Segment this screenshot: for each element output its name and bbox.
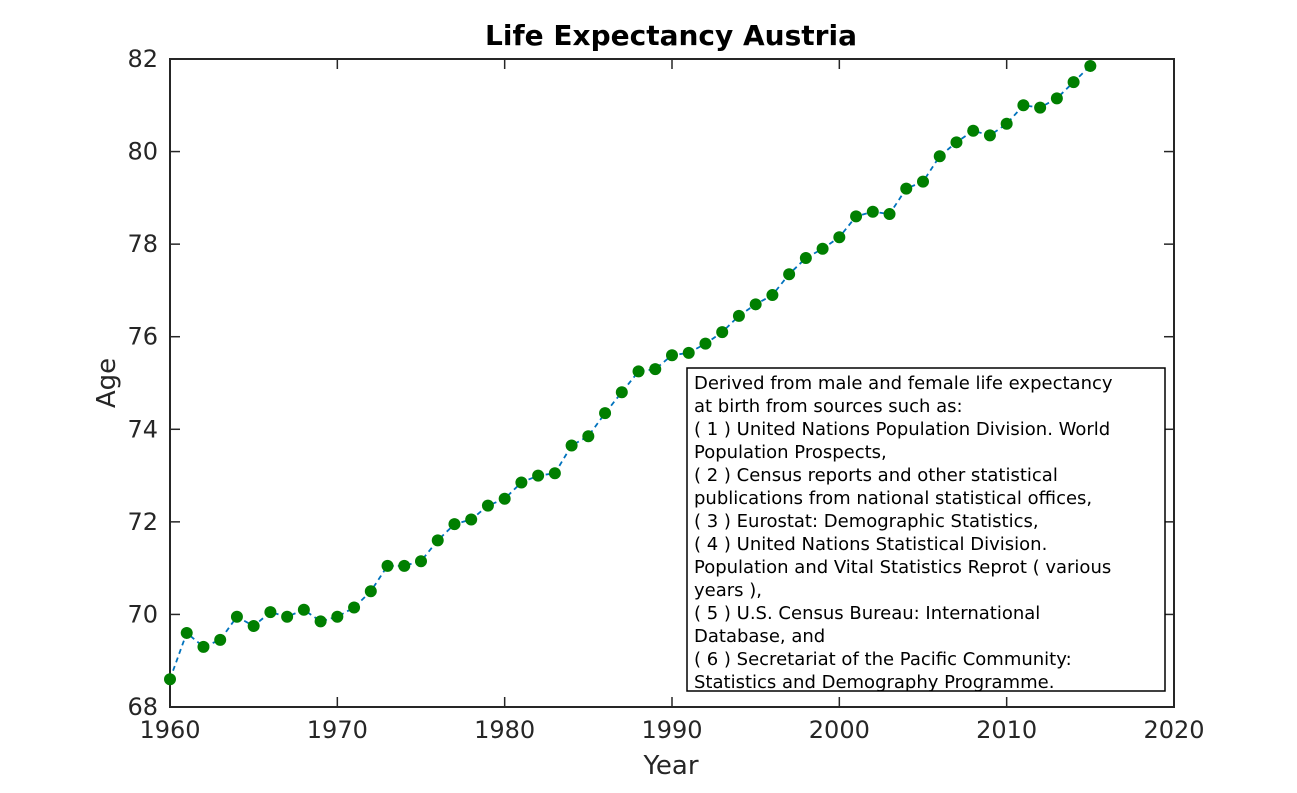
y-tick-label: 74: [127, 415, 158, 443]
data-point: [1084, 59, 1097, 72]
data-point: [164, 673, 176, 686]
data-point: [548, 467, 561, 480]
data-point: [766, 289, 779, 302]
data-point: [582, 430, 595, 443]
annotation-line: years ),: [694, 580, 762, 601]
data-point: [850, 210, 863, 223]
data-point: [1017, 99, 1030, 112]
data-point: [599, 407, 612, 420]
annotation-line: ( 6 ) Secretariat of the Pacific Communi…: [694, 649, 1072, 670]
x-tick-label: 1990: [641, 716, 702, 744]
data-point: [799, 252, 812, 265]
data-point: [180, 626, 193, 639]
data-point: [716, 326, 729, 339]
data-point: [264, 606, 277, 619]
data-point: [632, 365, 645, 378]
data-point: [699, 337, 712, 350]
data-point: [1067, 76, 1080, 89]
data-point: [615, 386, 628, 399]
data-point: [197, 640, 210, 653]
x-axis: 1960 1970 1980 1990 2000 2010 2020: [139, 59, 1205, 744]
data-point: [465, 513, 478, 526]
x-tick-label: 1970: [307, 716, 368, 744]
x-tick-label: 1980: [474, 716, 535, 744]
data-point: [833, 231, 846, 244]
x-tick-label: 1960: [139, 716, 200, 744]
x-tick-label: 2010: [976, 716, 1037, 744]
data-point: [230, 610, 243, 623]
data-point: [917, 175, 929, 188]
data-point: [415, 555, 427, 568]
data-point: [883, 208, 896, 221]
data-point: [783, 268, 796, 281]
data-point: [749, 298, 762, 311]
data-point: [1000, 117, 1013, 130]
annotation-line: ( 1 ) United Nations Population Division…: [694, 419, 1110, 440]
data-point: [682, 346, 695, 359]
annotation-line: Database, and: [694, 626, 825, 647]
chart-title: Life Expectancy Austria: [485, 19, 857, 52]
data-point: [398, 559, 411, 572]
data-point: [281, 610, 294, 623]
data-point: [448, 518, 461, 531]
data-point: [732, 309, 745, 322]
y-tick-label: 70: [127, 600, 158, 628]
data-point: [481, 499, 494, 512]
data-point: [532, 469, 545, 482]
annotation-line: Statistics and Demography Programme.: [694, 672, 1054, 693]
annotation-text: Derived from male and female life expect…: [694, 373, 1113, 693]
data-point: [900, 182, 913, 195]
data-point: [933, 150, 946, 163]
data-point: [498, 492, 511, 505]
annotation-line: at birth from sources such as:: [694, 396, 963, 417]
data-point: [1034, 101, 1047, 114]
data-point: [866, 205, 879, 218]
data-point: [314, 615, 327, 628]
y-tick-label: 82: [127, 45, 158, 73]
data-point: [1050, 92, 1063, 105]
y-tick-label: 72: [127, 508, 158, 536]
data-markers: [164, 59, 1097, 686]
annotation-line: ( 2 ) Census reports and other statistic…: [694, 465, 1058, 486]
annotation-line: ( 3 ) Eurostat: Demographic Statistics,: [694, 511, 1039, 532]
data-point: [247, 620, 260, 632]
data-point: [431, 534, 444, 547]
x-tick-label: 2020: [1143, 716, 1204, 744]
y-axis-label: Age: [92, 358, 122, 408]
x-tick-label: 2000: [809, 716, 870, 744]
data-point: [967, 124, 980, 137]
source-annotation: Derived from male and female life expect…: [686, 367, 1166, 693]
data-point: [515, 476, 528, 489]
annotation-line: Derived from male and female life expect…: [694, 373, 1113, 394]
data-point: [348, 601, 361, 614]
y-tick-label: 68: [127, 693, 158, 721]
data-point: [364, 585, 377, 598]
annotation-line: ( 4 ) United Nations Statistical Divisio…: [694, 534, 1047, 555]
data-point: [297, 603, 310, 616]
annotation-line: Population Prospects,: [694, 442, 887, 463]
y-axis: 68 70 72 74 76 78 80 82: [127, 45, 1174, 721]
data-point: [331, 610, 344, 623]
y-tick-label: 76: [127, 323, 158, 351]
x-axis-label: Year: [642, 751, 698, 781]
data-point: [381, 559, 394, 572]
annotation-line: Population and Vital Statistics Reprot (…: [694, 557, 1111, 578]
y-tick-label: 80: [127, 138, 158, 166]
data-point: [816, 242, 829, 255]
data-point: [214, 633, 227, 646]
annotation-box: [686, 367, 1166, 692]
data-point: [565, 439, 578, 452]
data-point: [950, 136, 963, 149]
data-point: [983, 129, 996, 142]
annotation-line: ( 5 ) U.S. Census Bureau: International: [694, 603, 1040, 624]
data-point: [666, 349, 678, 362]
annotation-line: publications from national statistical o…: [694, 488, 1092, 509]
data-point: [649, 363, 662, 376]
y-tick-label: 78: [127, 230, 158, 258]
